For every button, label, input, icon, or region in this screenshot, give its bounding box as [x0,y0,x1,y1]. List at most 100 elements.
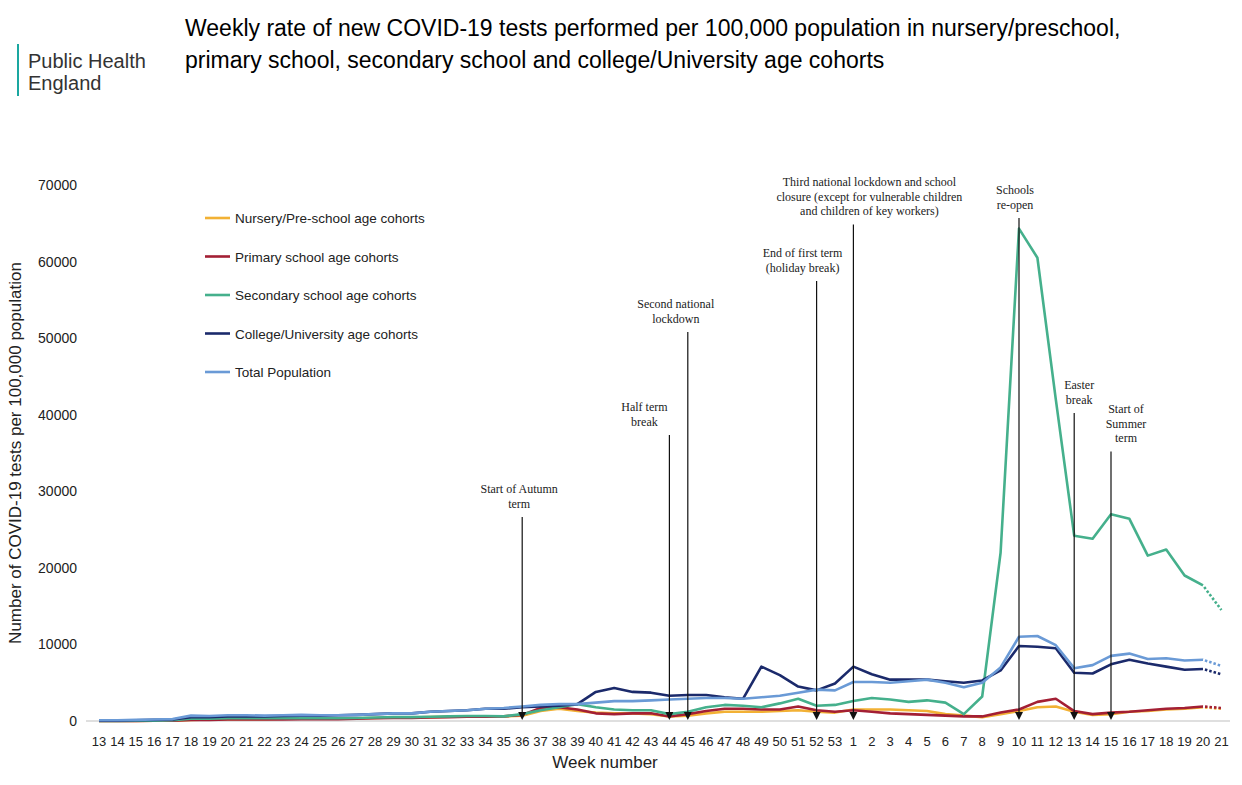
legend-swatch [205,294,230,297]
annotation-text: and children of key workers) [800,204,939,218]
x-tick-label: 17 [165,734,179,749]
annotation-arrowhead [665,712,673,720]
annotation-arrowhead [1107,712,1115,720]
annotation-arrowhead [849,712,857,720]
x-tick-label: 6 [942,734,949,749]
x-tick-label: 47 [717,734,731,749]
x-tick-label: 30 [405,734,419,749]
x-tick-label: 17 [1141,734,1155,749]
y-axis-label: Number of COVID-19 tests per 100,000 pop… [6,262,25,644]
x-axis-label: Week number [552,753,658,772]
y-tick-label: 50000 [38,330,77,346]
logo-bar [17,44,19,96]
y-tick-label: 30000 [38,483,77,499]
chart: Public HealthEngland Weekly rate of new C… [0,0,1242,785]
title-line: Weekly rate of new COVID-19 tests perfor… [185,15,1120,41]
x-tick-label: 36 [515,734,529,749]
x-tick-label: 31 [423,734,437,749]
series-group [99,229,1221,721]
x-tick-label: 42 [625,734,639,749]
annotation-arrow [1018,218,1019,714]
annotation-text: closure (except for vulnerable children [776,190,962,204]
annotation-text: Third national lockdown and school [783,175,957,189]
x-tick-label: 13 [1067,734,1081,749]
annotation-text: term [508,497,531,511]
x-tick-label: 43 [644,734,658,749]
legend-swatch [205,217,230,220]
x-tick-label: 3 [887,734,894,749]
y-tick-label: 0 [69,713,77,729]
x-tick-label: 37 [533,734,547,749]
legend-label: Nursery/Pre-school age cohorts [235,211,425,226]
x-tick-label: 32 [441,734,455,749]
x-tick-label: 11 [1031,734,1045,749]
legend-label: College/University age cohorts [235,327,418,342]
x-tick-label: 18 [1159,734,1173,749]
x-tick-label: 51 [791,734,805,749]
x-tick-label: 15 [129,734,143,749]
x-tick-label: 46 [699,734,713,749]
x-tick-label: 53 [828,734,842,749]
x-tick-label: 35 [497,734,511,749]
annotation-text: lockdown [652,312,699,326]
x-tick-label: 21 [239,734,253,749]
x-tick-label: 33 [460,734,474,749]
logo-line: England [28,72,101,94]
annotation-text: break [631,415,658,429]
x-tick-label: 16 [1122,734,1136,749]
annotation-arrow [853,225,854,715]
x-tick-label: 45 [681,734,695,749]
x-tick-label: 41 [607,734,621,749]
annotation-arrowhead [1015,712,1023,720]
x-tick-label: 15 [1104,734,1118,749]
title-line: primary school, secondary school and col… [185,47,884,73]
annotation-arrow [1110,452,1111,715]
annotation-arrow [669,435,670,714]
y-tick-label: 40000 [38,407,77,423]
x-tick-label: 49 [754,734,768,749]
x-tick-label: 27 [349,734,363,749]
x-tick-label: 50 [773,734,787,749]
x-tick-label: 5 [923,734,930,749]
x-tick-label: 4 [905,734,912,749]
annotation-arrowhead [518,712,526,720]
x-tick-label: 20 [1196,734,1210,749]
x-tick-label: 9 [997,734,1004,749]
annotation-text: Start of [1108,402,1144,416]
y-tick-label: 20000 [38,560,77,576]
legend-swatch [205,332,230,335]
legend-label: Total Population [235,365,331,380]
annotation-arrowhead [813,712,821,720]
legend-label: Primary school age cohorts [235,250,399,265]
annotation-text: (holiday break) [766,261,840,275]
x-tick-label: 48 [736,734,750,749]
y-tick-label: 60000 [38,254,77,270]
annotation-text: Half term [621,400,668,414]
x-tick-label: 13 [92,734,106,749]
annotation-arrow [1074,413,1075,714]
x-tick-label: 16 [147,734,161,749]
x-tick-label: 29 [386,734,400,749]
logo: Public HealthEngland [28,50,146,94]
x-tick-label: 28 [368,734,382,749]
x-tick-label: 10 [1012,734,1026,749]
logo-line: Public Health [28,50,146,72]
x-tick-label: 2 [868,734,875,749]
x-tick-label: 26 [331,734,345,749]
series-line [99,646,1221,721]
x-tick-label: 12 [1049,734,1063,749]
legend-swatch [205,255,230,258]
x-tick-label: 34 [478,734,492,749]
x-tick-label: 52 [809,734,823,749]
series-line [99,229,1221,721]
annotation-text: End of first term [763,246,843,260]
x-tick-label: 21 [1214,734,1228,749]
x-tick-label: 1 [850,734,857,749]
x-tick-label: 7 [960,734,967,749]
annotation-text: Easter [1064,378,1094,392]
series-line [99,636,1221,720]
x-tick-label: 40 [589,734,603,749]
annotation-arrow [522,517,523,714]
annotation-text: term [1115,431,1138,445]
x-tick-label: 19 [202,734,216,749]
